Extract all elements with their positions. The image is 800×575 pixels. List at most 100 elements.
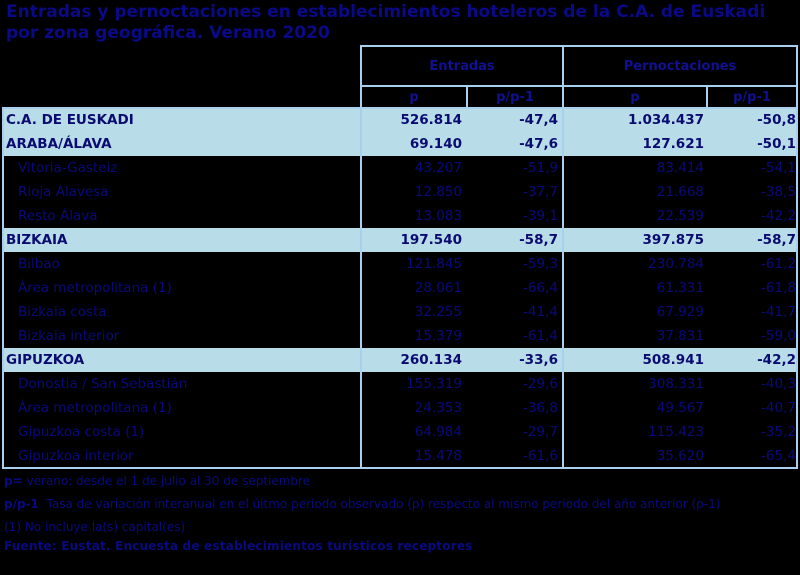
table-row: Rioja Alavesa 12.850 -37,7 21.668 -38,5	[2, 180, 798, 204]
entradas-variation: -47,4	[519, 112, 558, 128]
table-row: Bilbao 121.845 -59,3 230.784 -61,2	[2, 252, 798, 276]
entradas-p: 24.353	[414, 400, 462, 416]
table-right-border	[796, 107, 798, 469]
page-title: Entradas y pernoctaciones en establecimi…	[6, 2, 766, 43]
note-1: (1) No incluye la(s) capital(es)	[4, 520, 186, 534]
header-entradas: Entradas	[360, 45, 564, 87]
pernoctaciones-variation: -50,1	[757, 136, 796, 152]
table-row: Gipuzkoa interior 15.478 -61,6 35.620 -65,4	[2, 444, 798, 468]
entradas-p: 526.814	[400, 112, 463, 128]
table-row: Resto Álava 13.083 -39,1 22.539 -42,2	[2, 204, 798, 228]
pernoctaciones-variation: -61,8	[761, 280, 796, 296]
table-left-border	[2, 107, 4, 469]
row-label: Rioja Alavesa	[18, 184, 109, 200]
pernoctaciones-p: 308.331	[648, 376, 704, 392]
entradas-variation: -61,4	[523, 328, 558, 344]
entradas-variation: -39,1	[523, 208, 558, 224]
entradas-p: 43.207	[414, 160, 462, 176]
row-label: ARABA/ÁLAVA	[6, 136, 112, 152]
pernoctaciones-p: 61.331	[656, 280, 704, 296]
entradas-p: 15.478	[414, 448, 462, 464]
row-label: Área metropolitana (1)	[18, 280, 172, 296]
pernoctaciones-p: 21.668	[656, 184, 704, 200]
pernoctaciones-p: 1.034.437	[627, 112, 704, 128]
header-pernoctaciones: Pernoctaciones	[562, 45, 798, 87]
entradas-variation: -33,6	[519, 352, 558, 368]
row-label: Vitoria-Gasteiz	[18, 160, 118, 176]
pernoctaciones-variation: -61,2	[761, 256, 796, 272]
entradas-variation: -37,7	[523, 184, 558, 200]
header-entradas-p: p	[360, 85, 468, 109]
table-row-total: ARABA/ÁLAVA 69.140 -47,6 127.621 -50,1	[2, 132, 798, 156]
divider-groups	[562, 107, 564, 469]
pernoctaciones-p: 35.620	[656, 448, 704, 464]
pernoctaciones-p: 37.831	[656, 328, 704, 344]
row-label: Bilbao	[18, 256, 60, 272]
row-label: Bizkaia costa	[18, 304, 107, 320]
header-pernoctaciones-label: Pernoctaciones	[623, 59, 737, 74]
row-label: GIPUZKOA	[6, 352, 85, 368]
entradas-variation: -36,8	[523, 400, 558, 416]
pernoctaciones-variation: -42,2	[757, 352, 796, 368]
pernoctaciones-variation: -35,2	[761, 424, 796, 440]
entradas-p: 64.984	[414, 424, 462, 440]
pernoctaciones-variation: -58,7	[757, 232, 796, 248]
entradas-p: 15.379	[414, 328, 462, 344]
divider-label	[360, 107, 362, 469]
table-row: Donostia / San Sebastián 155.319 -29,6 308.…	[2, 372, 798, 396]
pernoctaciones-variation: -40,7	[761, 400, 796, 416]
entradas-p: 69.140	[409, 136, 462, 152]
row-label: Gipuzkoa costa (1)	[18, 424, 145, 440]
entradas-variation: -58,7	[519, 232, 558, 248]
row-label: BIZKAIA	[6, 232, 68, 248]
entradas-p: 121.845	[406, 256, 462, 272]
source-note: Fuente: Eustat. Encuesta de establecimie…	[4, 539, 473, 553]
pernoctaciones-p: 397.875	[642, 232, 705, 248]
table-row: Área metropolitana (1) 24.353 -36,8 49.567 -…	[2, 396, 798, 420]
row-label: Bizkaia interior	[18, 328, 120, 344]
entradas-variation: -51,9	[523, 160, 558, 176]
entradas-p: 197.540	[400, 232, 463, 248]
table-row-total: C.A. DE EUSKADI 526.814 -47,4 1.034.437 -50,…	[2, 108, 798, 132]
pernoctaciones-variation: -59,0	[761, 328, 796, 344]
entradas-variation: -47,6	[519, 136, 558, 152]
pernoctaciones-p: 127.621	[642, 136, 705, 152]
table-top-border	[2, 107, 798, 109]
entradas-variation: -29,6	[523, 376, 558, 392]
note-pp1: p/p-1 Tasa de variación interanual en el…	[4, 497, 721, 511]
entradas-p: 260.134	[400, 352, 463, 368]
note-p: p= verano: desde el 1 de julio al 30 de …	[4, 474, 311, 488]
header-pernoct-var: p/p-1	[706, 85, 798, 109]
entradas-p: 28.061	[414, 280, 462, 296]
entradas-p: 12.850	[414, 184, 462, 200]
pernoctaciones-variation: -65,4	[761, 448, 796, 464]
entradas-p: 155.319	[406, 376, 462, 392]
row-label: Resto Álava	[18, 208, 98, 224]
pernoctaciones-variation: -50,8	[757, 112, 796, 128]
entradas-variation: -66,4	[523, 280, 558, 296]
entradas-p: 32.255	[414, 304, 462, 320]
pernoctaciones-variation: -38,5	[761, 184, 796, 200]
footnotes: p= verano: desde el 1 de julio al 30 de …	[4, 470, 800, 558]
pernoctaciones-p: 115.423	[648, 424, 704, 440]
row-label: Donostia / San Sebastián	[18, 376, 188, 392]
table-row: Área metropolitana (1) 28.061 -66,4 61.331 -…	[2, 276, 798, 300]
pernoctaciones-p: 230.784	[648, 256, 704, 272]
pernoctaciones-p: 49.567	[656, 400, 704, 416]
table-row: Vitoria-Gasteiz 43.207 -51,9 83.414 -54,1	[2, 156, 798, 180]
entradas-variation: -41,4	[523, 304, 558, 320]
pernoctaciones-variation: -42,2	[761, 208, 796, 224]
row-label: C.A. DE EUSKADI	[6, 112, 134, 128]
pernoctaciones-p: 67.929	[656, 304, 704, 320]
table-bottom-border	[2, 467, 798, 469]
row-label: Área metropolitana (1)	[18, 400, 172, 416]
table-row: Bizkaia costa 32.255 -41,4 67.929 -41,7	[2, 300, 798, 324]
pernoctaciones-variation: -54,1	[761, 160, 796, 176]
table-row: Gipuzkoa costa (1) 64.984 -29,7 115.423 -35,…	[2, 420, 798, 444]
entradas-variation: -29,7	[523, 424, 558, 440]
header-entradas-var: p/p-1	[466, 85, 564, 109]
pernoctaciones-p: 22.539	[656, 208, 704, 224]
entradas-variation: -59,3	[523, 256, 558, 272]
pernoctaciones-variation: -41,7	[761, 304, 796, 320]
table-row: Bizkaia interior 15.379 -61,4 37.831 -59,0	[2, 324, 798, 348]
